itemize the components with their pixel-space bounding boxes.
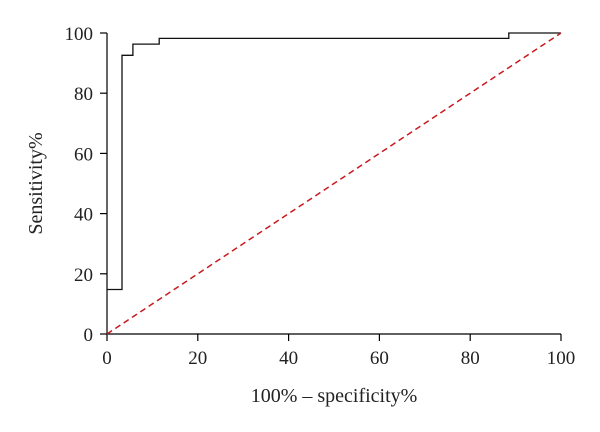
x-tick-label: 40 (279, 348, 298, 369)
y-tick-label: 80 (74, 84, 93, 105)
x-tick-label: 20 (188, 348, 207, 369)
x-axis-title: 100% – specificity% (251, 385, 418, 407)
x-ticks: 0 20 40 60 80 100 (102, 334, 575, 369)
y-ticks: 0 20 40 60 80 100 (65, 24, 107, 346)
y-tick-label: 60 (74, 144, 93, 165)
y-axis-title: Sensitivity% (25, 132, 47, 234)
x-tick-label: 100 (547, 348, 576, 369)
y-tick-label: 20 (74, 265, 93, 286)
reference-diagonal-line (106, 32, 562, 335)
y-tick-label: 100 (65, 24, 94, 45)
axes (106, 33, 561, 335)
roc-curve-line (107, 32, 561, 291)
x-tick-label: 0 (102, 348, 112, 369)
y-tick-label: 40 (74, 205, 93, 226)
x-tick-label: 60 (370, 348, 389, 369)
plot-series (106, 32, 562, 335)
x-tick-label: 80 (461, 348, 480, 369)
y-tick-label: 0 (84, 325, 94, 346)
